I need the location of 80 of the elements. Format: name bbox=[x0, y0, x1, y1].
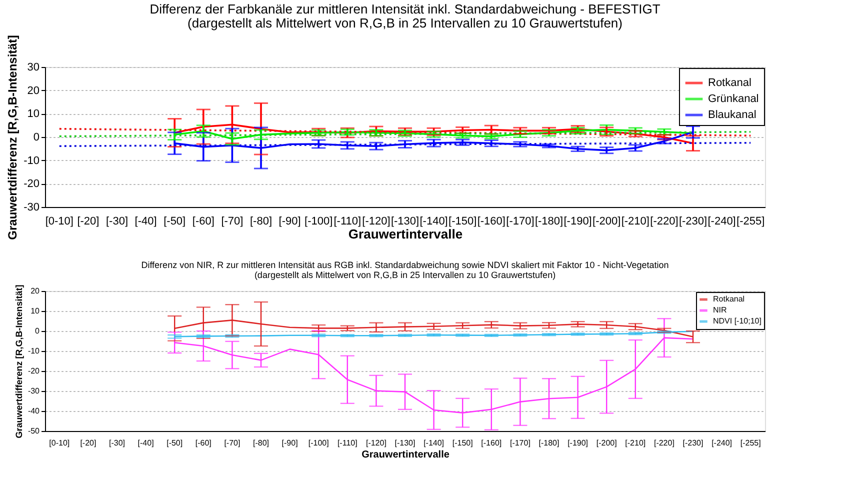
x-tick-label: [-110] bbox=[334, 216, 362, 228]
legend-label: NDVI [-10;10] bbox=[713, 316, 762, 326]
x-tick-label: [-220] bbox=[654, 438, 674, 448]
x-tick-label: [-170] bbox=[506, 216, 534, 228]
y-tick-label: -40 bbox=[28, 406, 40, 416]
y-tick-label: -20 bbox=[28, 366, 40, 376]
x-tick-label: [-190] bbox=[564, 216, 592, 228]
x-tick-label: [-40] bbox=[134, 216, 157, 228]
x-axis-title: Grauwertintervalle bbox=[348, 226, 463, 242]
y-axis-title: Grauwertdifferenz [R,G,B-Intensität] bbox=[6, 35, 20, 240]
chart-subtitle: (dargestellt als Mittelwert von R,G,B in 25 Intervallen zu 10 Grauwertstufen) bbox=[188, 16, 622, 31]
x-tick-label: [-230] bbox=[678, 216, 708, 228]
y-tick-label: 20 bbox=[27, 84, 40, 97]
x-tick-label: [-180] bbox=[534, 216, 564, 228]
x-tick-label: [-160] bbox=[481, 438, 502, 448]
x-tick-label: [0-10] bbox=[49, 438, 70, 448]
x-tick-label: [-40] bbox=[138, 438, 154, 448]
x-tick-label: [-30] bbox=[108, 438, 126, 448]
x-axis-title: Grauwertintervalle bbox=[362, 450, 450, 460]
chart-title: Differenz der Farbkanäle zur mittleren Intensität inkl. Standardabweichung - BEFESTIGT bbox=[150, 2, 660, 17]
x-tick-label: [-210] bbox=[621, 216, 650, 228]
line-series bbox=[174, 128, 694, 140]
y-tick-label: 0 bbox=[33, 132, 40, 144]
x-tick-label: [-220] bbox=[650, 216, 678, 228]
y-tick-label: 10 bbox=[27, 108, 40, 120]
legend-label: Grünkanal bbox=[708, 93, 759, 105]
x-tick-label: [-50] bbox=[166, 438, 183, 448]
x-tick-label: [-100] bbox=[304, 216, 333, 228]
x-tick-label: [-200] bbox=[596, 438, 617, 448]
x-tick-label: [-80] bbox=[252, 438, 270, 448]
legend-label: Blaukanal bbox=[708, 109, 756, 121]
x-tick-label: [-190] bbox=[568, 438, 588, 448]
x-tick-label: [-180] bbox=[538, 438, 560, 448]
y-axis-title: Grauwertdifferenz [R,G,B-Intensität] bbox=[14, 284, 24, 438]
x-tick-label: [-60] bbox=[195, 438, 212, 448]
y-tick-label: -20 bbox=[24, 178, 40, 190]
x-tick-label: [-20] bbox=[80, 438, 96, 448]
x-tick-label: [-120] bbox=[362, 216, 390, 228]
x-tick-label: [-80] bbox=[250, 216, 272, 228]
y-tick-label: 0 bbox=[35, 326, 40, 336]
x-tick-label: [-30] bbox=[106, 216, 128, 228]
x-tick-label: [-100] bbox=[308, 438, 329, 448]
x-tick-label: [-70] bbox=[221, 216, 244, 228]
x-tick-label: [-90] bbox=[278, 216, 301, 228]
x-tick-label: [-60] bbox=[192, 216, 214, 228]
legend-label: NIR bbox=[713, 306, 727, 314]
x-tick-label: [-240] bbox=[708, 216, 736, 228]
legend-label: Rotkanal bbox=[708, 77, 752, 89]
x-tick-label: [-255] bbox=[736, 216, 765, 228]
x-tick-label: [-210] bbox=[625, 438, 646, 448]
chart-title: Differenz von NIR, R zur mittleren Intensität aus RGB inkl. Standardabweichung sowie NDVI skaliert mit Faktor 10 - Nicht-Vegetation bbox=[141, 260, 669, 270]
y-tick-label: -30 bbox=[28, 386, 40, 396]
y-tick-label: 10 bbox=[30, 306, 40, 316]
x-tick-label: [-130] bbox=[394, 438, 416, 448]
x-tick-label: [-90] bbox=[282, 438, 298, 448]
y-tick-label: -30 bbox=[24, 202, 40, 214]
x-tick-label: [-110] bbox=[337, 438, 358, 448]
x-tick-label: [-230] bbox=[682, 438, 704, 448]
y-tick-label: -10 bbox=[28, 346, 40, 356]
y-tick-label: 30 bbox=[27, 62, 40, 74]
x-tick-label: [-150] bbox=[448, 216, 477, 228]
x-tick-label: [-240] bbox=[712, 438, 732, 448]
x-tick-label: [-150] bbox=[452, 438, 473, 448]
legend-label: Rotkanal bbox=[713, 294, 745, 304]
x-tick-label: [-70] bbox=[224, 438, 240, 448]
y-tick-label: -50 bbox=[28, 426, 40, 436]
x-tick-label: [-160] bbox=[477, 216, 506, 228]
x-tick-label: [-255] bbox=[740, 438, 761, 448]
y-tick-label: -10 bbox=[24, 154, 40, 167]
x-tick-label: [-130] bbox=[390, 216, 420, 228]
x-tick-label: [-140] bbox=[424, 438, 444, 448]
x-tick-label: [0-10] bbox=[45, 216, 74, 228]
x-tick-label: [-50] bbox=[164, 216, 186, 228]
chart-subtitle: (dargestellt als Mittelwert von R,G,B in 25 Intervallen zu 10 Grauwertstufen) bbox=[254, 270, 556, 280]
x-tick-label: [-120] bbox=[366, 438, 386, 448]
y-tick-label: 20 bbox=[30, 286, 40, 296]
x-tick-label: [-20] bbox=[77, 216, 100, 228]
x-tick-label: [-200] bbox=[592, 216, 621, 228]
x-tick-label: [-170] bbox=[510, 438, 530, 448]
x-tick-label: [-140] bbox=[420, 216, 448, 228]
